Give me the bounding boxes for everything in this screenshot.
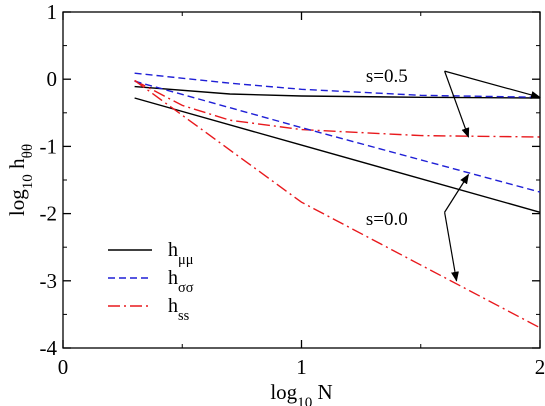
annotation-arrow — [444, 173, 469, 213]
x-axis-label: log10 N — [270, 380, 332, 406]
annotation-arrow — [444, 70, 541, 99]
legend-label: hμμ — [168, 239, 194, 268]
annotation-label: s=0.5 — [366, 66, 408, 87]
plot-frame — [62, 11, 541, 349]
series-line-dashed-s=0.5 — [134, 72, 541, 98]
series-line-solid-s=0.5 — [134, 85, 541, 99]
series-line-dashed-s=0.0 — [134, 80, 541, 193]
y-axis-label: log10 hθθ — [5, 144, 36, 216]
annotation-label: s=0.0 — [366, 209, 408, 230]
series-layer — [134, 72, 541, 329]
annotations: s=0.5 s=0.0 — [366, 66, 541, 282]
annotation-arrow — [444, 212, 459, 282]
series-line-dashdot-s=0.5 — [134, 79, 541, 138]
y-tick-label: 1 — [47, 0, 58, 24]
series-line-dashdot-s=0.0 — [134, 79, 541, 329]
x-tick-label: 0 — [58, 355, 69, 379]
x-tick-label: 1 — [296, 355, 307, 379]
series-line-solid-s=0.0 — [134, 97, 541, 213]
legend-label: hss — [168, 295, 190, 324]
y-tick-label: -3 — [40, 269, 58, 293]
legend-label: hσσ — [168, 267, 194, 296]
y-tick-label: 0 — [47, 67, 58, 91]
x-tick-label: 2 — [535, 355, 545, 379]
y-tick-label: -4 — [40, 336, 58, 360]
y-tick-label: -2 — [40, 202, 58, 226]
y-tick-label: -1 — [40, 134, 58, 158]
axes: 0 1 2 1 0 -1 -2 -3 -4 log10 N log10 hθθ — [5, 0, 545, 406]
annotation-arrow — [444, 70, 470, 138]
